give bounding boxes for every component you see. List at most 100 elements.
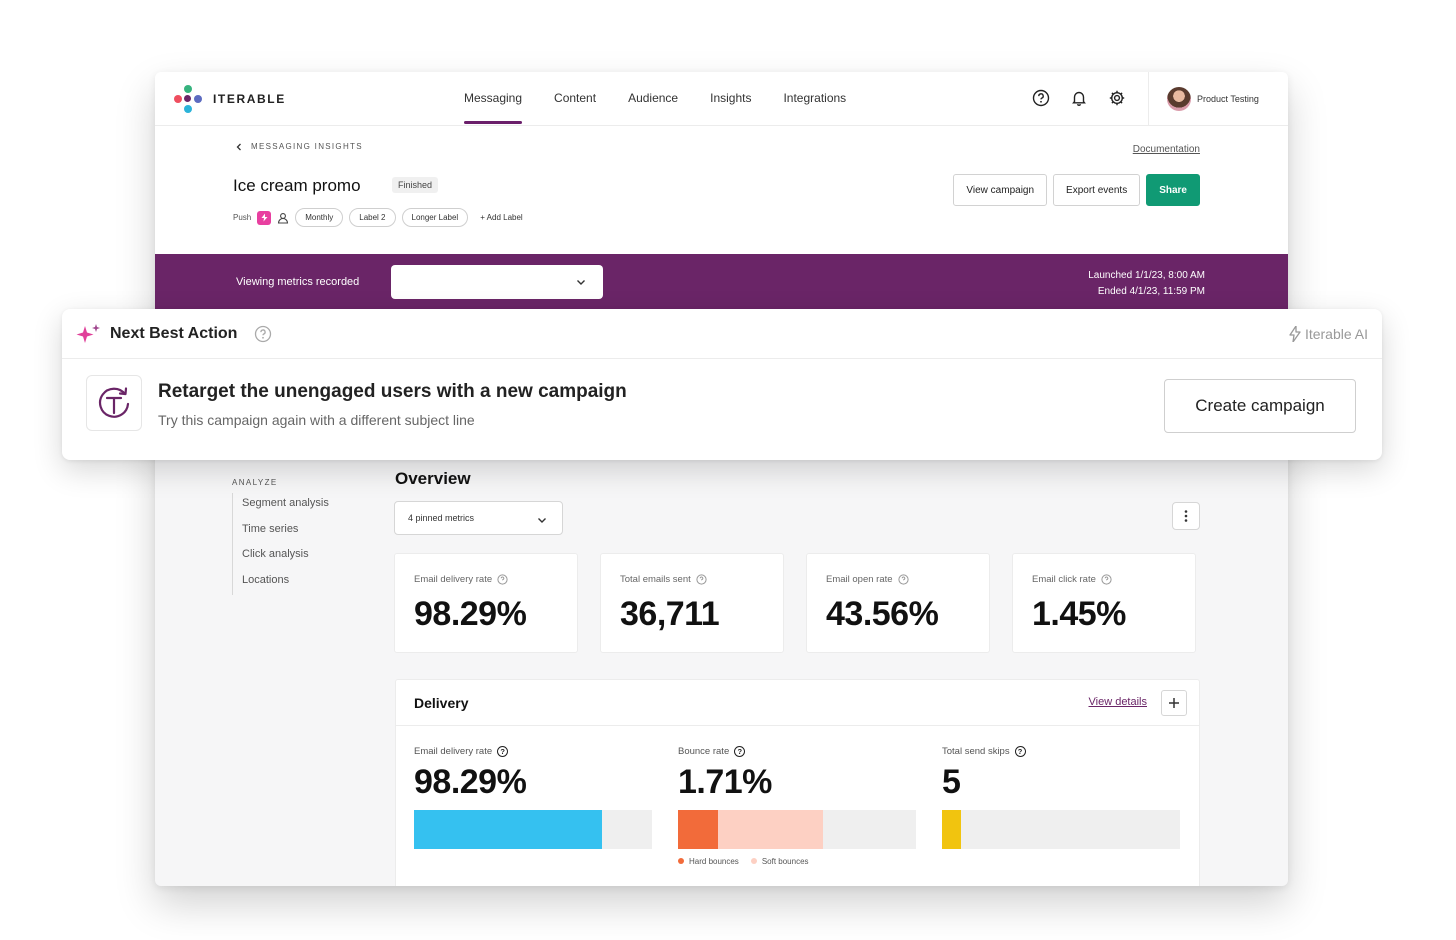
delivery-header: Delivery View details	[396, 680, 1199, 726]
user-icon	[278, 212, 289, 224]
legend-label: Soft bounces	[761, 857, 809, 866]
avatar	[1167, 87, 1191, 111]
nba-headline: Retarget the unengaged users with a new …	[158, 381, 627, 402]
analyze-item-segment-analysis[interactable]: Segment analysis	[242, 497, 329, 509]
delivery-col-bounce: Bounce rate? 1.71% Hard bounces Soft bou…	[678, 746, 918, 866]
nav-messaging[interactable]: Messaging	[448, 72, 538, 126]
nba-header: Next Best Action Iterable AI	[62, 309, 1382, 359]
label-chip[interactable]: Label 2	[349, 208, 396, 227]
analyze-list: Segment analysis Time series Click analy…	[232, 493, 329, 595]
bounce-legend: Hard bounces Soft bounces	[678, 857, 918, 866]
iterable-logo-icon	[173, 84, 203, 114]
metric-value: 98.29%	[414, 595, 527, 633]
help-icon[interactable]	[254, 325, 272, 343]
analyze-item-time-series[interactable]: Time series	[242, 522, 299, 535]
analyze-item-locations[interactable]: Locations	[242, 573, 290, 586]
help-icon[interactable]	[1031, 88, 1051, 108]
next-best-action-card: Next Best Action Iterable AI Retarget th…	[62, 309, 1382, 460]
metric-label-text: Total emails sent	[620, 574, 691, 585]
metric-card-open-rate[interactable]: Email open rate 43.56%	[806, 553, 990, 653]
bolt-icon	[1289, 326, 1301, 342]
delivery-bar	[942, 810, 1180, 849]
brand-name: ITERABLE	[213, 92, 286, 106]
metric-cards: Email delivery rate 98.29% Total emails …	[394, 553, 1196, 653]
metric-label: Email open rate	[826, 574, 970, 585]
help-icon[interactable]	[696, 574, 707, 585]
delivery-value: 98.29%	[414, 763, 527, 801]
channel-label: Push	[233, 213, 252, 222]
export-events-button[interactable]: Export events	[1053, 174, 1141, 206]
metric-value: 36,711	[620, 595, 720, 633]
top-nav: ITERABLE Messaging Content Audience Insi…	[155, 72, 1288, 126]
share-button[interactable]: Share	[1146, 174, 1200, 206]
label-chip[interactable]: Monthly	[295, 208, 344, 227]
delivery-label: Bounce rate?	[678, 746, 918, 757]
metric-card-click-rate[interactable]: Email click rate 1.45%	[1012, 553, 1196, 653]
launch-info: Launched 1/1/23, 8:00 AM Ended 4/1/23, 1…	[1088, 268, 1205, 300]
delivery-label-text: Total send skips	[942, 746, 1010, 757]
add-metric-button[interactable]	[1161, 690, 1187, 716]
help-icon[interactable]: ?	[1014, 746, 1026, 757]
delivery-label: Email delivery rate?	[414, 746, 654, 757]
nba-brand-label: Iterable AI	[1304, 326, 1368, 342]
metric-value: 43.56%	[826, 595, 939, 633]
nav-integrations[interactable]: Integrations	[783, 91, 847, 105]
metric-value: 1.45%	[1032, 595, 1126, 633]
delivery-label-text: Bounce rate	[678, 746, 730, 757]
logo[interactable]: ITERABLE	[173, 84, 286, 114]
metric-card-emails-sent[interactable]: Total emails sent 36,711	[600, 553, 784, 653]
push-icon	[257, 210, 272, 225]
gear-icon[interactable]	[1107, 88, 1127, 108]
nav-audience[interactable]: Audience	[628, 91, 679, 105]
sparkle-icon	[76, 324, 100, 343]
metric-label-text: Email click rate	[1032, 574, 1096, 585]
chevron-down-icon	[577, 280, 585, 285]
chevron-down-icon	[538, 518, 546, 523]
help-icon[interactable]: ?	[497, 746, 509, 757]
analyze-item-click-analysis[interactable]: Click analysis	[242, 548, 309, 560]
user-menu[interactable]: Product Testing	[1148, 72, 1288, 126]
delivery-value: 1.71%	[678, 763, 772, 801]
overview-title: Overview	[395, 469, 471, 488]
breadcrumb[interactable]: MESSAGING INSIGHTS	[235, 142, 363, 151]
delivery-col-skips: Total send skips? 5	[942, 746, 1182, 849]
legend-soft-bounces: Soft bounces	[750, 857, 809, 866]
nav-insights[interactable]: Insights	[710, 91, 752, 105]
plus-icon	[1169, 698, 1179, 708]
metric-card-delivery-rate[interactable]: Email delivery rate 98.29%	[394, 553, 578, 653]
labels-row: Push Monthly Label 2 Longer Label + Add …	[233, 208, 523, 227]
more-options-button[interactable]	[1172, 502, 1200, 530]
app-window: ITERABLE Messaging Content Audience Insi…	[155, 72, 1288, 886]
delivery-col-rate: Email delivery rate? 98.29%	[414, 746, 654, 849]
analyze-nav: ANALYZE Segment analysis Time series Cli…	[232, 478, 329, 595]
delivery-label-text: Email delivery rate	[414, 746, 493, 757]
add-label-button[interactable]: + Add Label	[480, 213, 523, 222]
nba-brand: Iterable AI	[1289, 326, 1368, 342]
view-details-link[interactable]: View details	[1088, 696, 1148, 708]
bell-icon[interactable]	[1069, 88, 1089, 108]
metrics-bar: Viewing metrics recorded Launched 1/1/23…	[155, 254, 1288, 312]
launched-date: Launched 1/1/23, 8:00 AM	[1088, 270, 1205, 281]
bar-segment	[678, 810, 719, 849]
bar-segment	[718, 810, 824, 849]
metric-label: Total emails sent	[620, 574, 764, 585]
help-icon[interactable]	[897, 574, 909, 585]
page-title: Ice cream promo	[233, 176, 361, 195]
metric-label-text: Email open rate	[826, 574, 893, 585]
documentation-link[interactable]: Documentation	[1132, 144, 1200, 155]
view-campaign-button[interactable]: View campaign	[953, 174, 1048, 206]
help-icon[interactable]: ?	[734, 746, 746, 757]
delivery-label: Total send skips?	[942, 746, 1182, 757]
chevron-left-icon	[236, 143, 241, 150]
pinned-metrics-select[interactable]: 4 pinned metrics	[394, 501, 563, 535]
create-campaign-button[interactable]: Create campaign	[1164, 379, 1356, 433]
help-icon[interactable]	[1101, 574, 1112, 585]
bar-segment	[942, 810, 962, 849]
user-name: Product Testing	[1197, 94, 1259, 104]
nav-content[interactable]: Content	[554, 91, 597, 105]
help-icon[interactable]	[497, 574, 508, 585]
delivery-value: 5	[942, 763, 961, 801]
metrics-range-select[interactable]	[391, 265, 603, 299]
label-chip[interactable]: Longer Label	[401, 208, 469, 227]
delivery-bar	[414, 810, 652, 849]
